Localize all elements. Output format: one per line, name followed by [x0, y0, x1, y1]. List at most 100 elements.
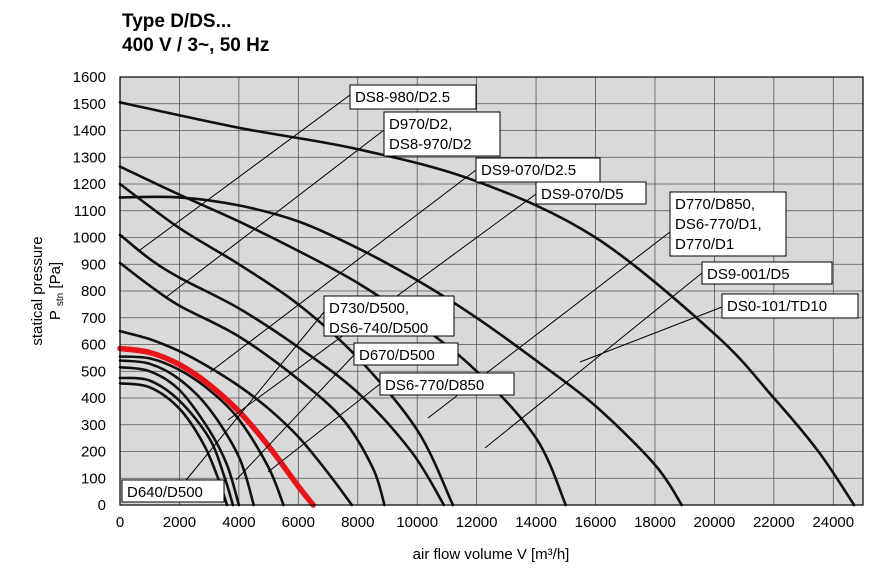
curve-label: DS8-980/D2.5 [349, 84, 477, 110]
fan-curve [118, 233, 446, 507]
fan-curve [118, 261, 386, 507]
y-tick-label: 400 [81, 390, 106, 407]
x-tick-label: 0 [116, 514, 124, 531]
y-tick-label: 500 [81, 363, 106, 380]
curve-label-text: D770/D850, [675, 196, 755, 213]
y-tick-label: 0 [98, 497, 106, 514]
x-tick-label: 18000 [634, 514, 676, 531]
fan-curve [118, 101, 856, 507]
label-leader-line [209, 169, 477, 373]
y-axis-title: statical pressure Pstn [Pa] [29, 236, 66, 345]
plot-frame [119, 76, 864, 506]
x-axis-title: air flow volume V [m³/h] [413, 546, 570, 563]
x-tick-label: 4000 [222, 514, 255, 531]
curve-label: DS9-001/D5 [701, 261, 833, 285]
curve-label-text: DS9-070/D5 [541, 186, 624, 203]
curve-label-text: DS0-101/TD10 [727, 298, 827, 315]
curve-label-box [721, 293, 859, 319]
x-tick-label: 14000 [515, 514, 557, 531]
x-tick-label: 24000 [812, 514, 854, 531]
curve-label: DS9-070/D5 [535, 181, 647, 205]
chart-title-line2: 400 V / 3~, 50 Hz [122, 35, 270, 56]
curve-label: D640/D500 [121, 479, 225, 503]
y-tick-label: 1100 [74, 203, 106, 220]
y-tick-label: 300 [81, 417, 106, 434]
y-tick-label: 600 [81, 337, 106, 354]
curve-label-box [353, 342, 459, 366]
curve-label-text: D670/D500 [359, 347, 435, 364]
y-tick-label: 1400 [73, 123, 106, 140]
y-axis-unit: [Pa] [47, 262, 64, 293]
curve-label: D970/D2, DS8-970/D2 [383, 111, 501, 157]
curve-label-box [535, 181, 647, 205]
highlighted-fan-curve [117, 345, 316, 508]
curve-label-box [121, 479, 225, 503]
y-axis-title-line2: Pstn [Pa] [47, 262, 66, 320]
curve-label: DS6-770/D850 [379, 372, 515, 396]
curve-label-box [349, 84, 477, 110]
curve-label-text: D730/D500, [329, 300, 409, 317]
y-tick-label: 1500 [73, 96, 106, 113]
curve-label-text: D640/D500 [127, 484, 203, 501]
x-tick-label: 22000 [753, 514, 795, 531]
curve-label: D670/D500 [353, 342, 459, 366]
curve-label: DS0-101/TD10 [721, 293, 859, 319]
x-tick-label: 10000 [396, 514, 438, 531]
y-tick-label: 800 [81, 283, 106, 300]
x-tick-label: 20000 [694, 514, 736, 531]
curve-label-text: DS6-740/D500 [329, 320, 428, 337]
x-tick-label: 8000 [341, 514, 374, 531]
fan-curve [118, 376, 235, 507]
curve-label-text: D770/D1 [675, 236, 734, 253]
y-tick-label: 700 [81, 310, 106, 327]
chart-title: Type D/DS... 400 V / 3~, 50 Hz [122, 10, 269, 58]
y-axis-title-line1: statical pressure [29, 236, 46, 345]
curve-label-text: DS8-980/D2.5 [355, 89, 450, 106]
y-tick-label: 200 [81, 444, 106, 461]
fan-curve [118, 365, 241, 507]
curve-label-text: DS9-070/D2.5 [481, 162, 576, 179]
fan-curve [118, 355, 285, 507]
label-leader-line [235, 354, 355, 481]
curve-label-text: DS8-970/D2 [389, 136, 472, 153]
x-tick-label: 12000 [456, 514, 498, 531]
x-tick-label: 6000 [282, 514, 315, 531]
y-tick-label: 100 [81, 470, 106, 487]
curve-label: DS9-070/D2.5 [475, 157, 601, 183]
y-tick-label: 1300 [73, 149, 106, 166]
curve-label-box [475, 157, 601, 183]
label-leaders [139, 94, 723, 491]
y-tick-label: 900 [81, 256, 106, 273]
fan-curve [118, 329, 354, 507]
curve-label-box [669, 191, 787, 257]
curve-label: D770/D850, DS6-770/D1, D770/D1 [669, 191, 787, 257]
x-tick-label: 16000 [575, 514, 617, 531]
curve-label-text: DS6-770/D850 [385, 377, 484, 394]
chart-title-line1: Type D/DS... [122, 11, 232, 32]
label-leader-line [267, 383, 381, 473]
curve-label-box [379, 372, 515, 396]
y-tick-label: 1600 [73, 69, 106, 86]
label-leader-line [139, 94, 351, 251]
curve-labels: DS8-980/D2.5 D970/D2, DS8-970/D2 DS9-070/D2… [121, 84, 859, 503]
x-tick-label: 2000 [163, 514, 196, 531]
label-leader-line [177, 311, 325, 491]
y-tick-label: 1200 [73, 176, 106, 193]
curve-label-text: DS9-001/D5 [707, 266, 790, 283]
y-axis-symbol: P [47, 310, 64, 320]
curve-label-box [323, 295, 455, 337]
fan-curve [118, 359, 255, 507]
y-axis-subscript: stn [55, 293, 66, 306]
fan-curve [118, 195, 683, 507]
label-leader-line [579, 306, 723, 363]
y-tick-labels: 0 100 200 300 400 500 600 700 800 900 1000 1100 1200… [73, 69, 106, 514]
y-tick-label: 1000 [73, 230, 106, 247]
curve-label-text: DS6-770/D1, [675, 216, 762, 233]
x-tick-labels: 0 2000 4000 6000 8000 10000 12000 14000 16000 180… [116, 514, 854, 531]
label-leader-line [164, 129, 385, 299]
curve-label-box [383, 111, 501, 157]
label-leader-line [484, 272, 703, 449]
curve-label: D730/D500, DS6-740/D500 [323, 295, 455, 337]
curve-label-box [701, 261, 833, 285]
